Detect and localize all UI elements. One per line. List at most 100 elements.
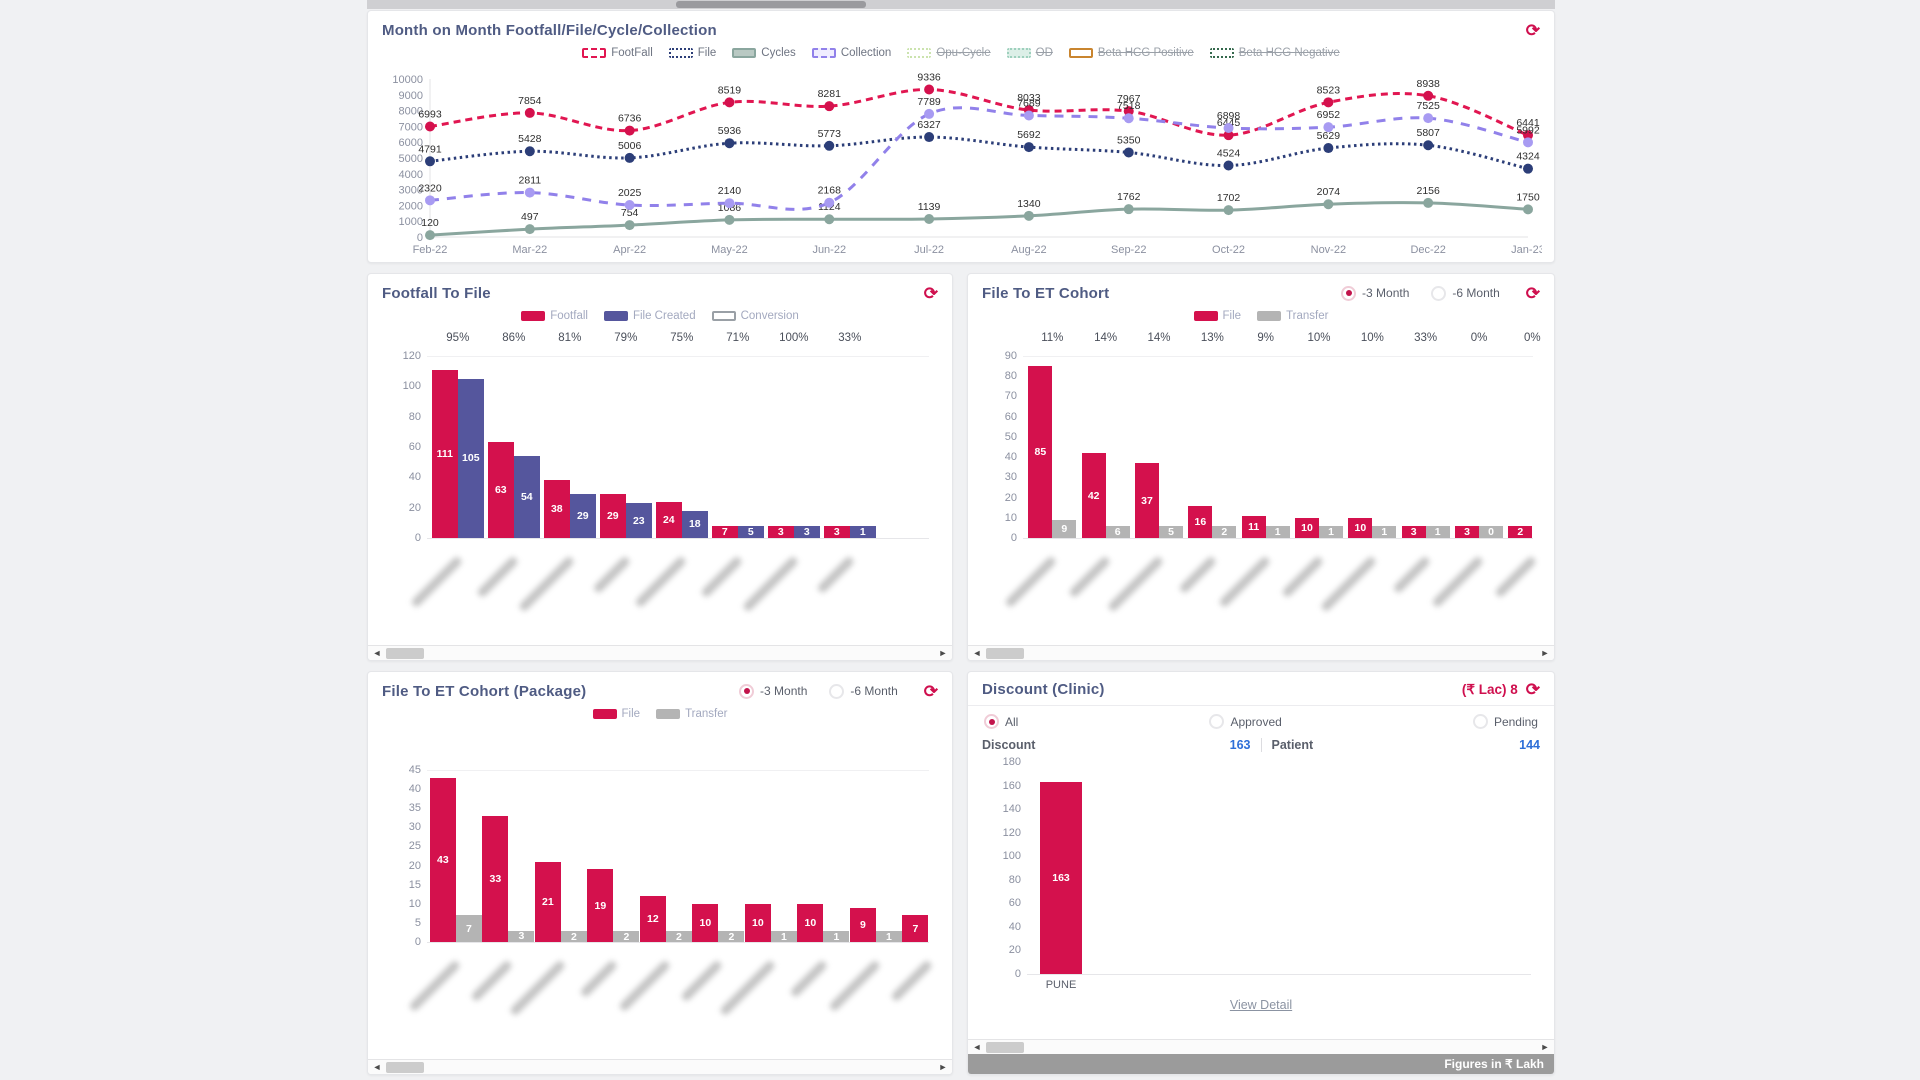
legend-item-footfall[interactable]: FootFall — [582, 47, 653, 59]
data-point-collection — [1323, 122, 1334, 133]
scrollbar-thumb[interactable] — [386, 1061, 424, 1073]
legend-swatch — [603, 311, 628, 321]
bar-value-label: 42 — [1087, 489, 1100, 502]
refresh-icon[interactable]: ⟳ — [1525, 680, 1540, 699]
legend-item-file[interactable]: File — [668, 47, 716, 59]
bar-secondary: 1 — [1319, 526, 1343, 538]
radio-option--6-month[interactable]: -6 Month — [829, 683, 898, 699]
scroll-right-icon[interactable]: ► — [1540, 1042, 1550, 1052]
data-point-file — [724, 138, 735, 149]
data-point-value-label: 5692 — [1017, 129, 1041, 141]
radio-unselected-icon[interactable] — [1472, 714, 1488, 729]
radio-option-all[interactable]: All — [984, 714, 1018, 729]
refresh-icon[interactable]: ⟳ — [923, 681, 938, 701]
refresh-icon[interactable]: ⟳ — [1525, 283, 1540, 303]
x-axis-tick-label: Aug-22 — [1011, 244, 1046, 256]
data-point-file — [1523, 163, 1533, 174]
bar-value-label: 9 — [1061, 522, 1068, 535]
radio-unselected-icon[interactable] — [1209, 714, 1225, 729]
radio-label: Approved — [1230, 714, 1282, 729]
chart-horizontal-scrollbar[interactable]: ◄ ► — [368, 645, 952, 660]
data-point-value-label: 1750 — [1516, 191, 1540, 203]
legend-item-conversion: Conversion — [711, 310, 799, 322]
radio-option-approved[interactable]: Approved — [1209, 714, 1282, 729]
bar-value-label: 1 — [780, 931, 787, 942]
radio-unselected-icon[interactable] — [1431, 285, 1447, 301]
scroll-left-icon[interactable]: ◄ — [972, 648, 982, 658]
legend-label: Transfer — [685, 708, 728, 720]
blurred-x-label — [1281, 555, 1325, 599]
chart-horizontal-scrollbar[interactable]: ◄ ► — [368, 1059, 952, 1074]
legend-item-beta-hcg-negative[interactable]: Beta HCG Negative — [1209, 47, 1340, 59]
bar-secondary: 23 — [625, 503, 652, 538]
scroll-left-icon[interactable]: ◄ — [372, 1062, 382, 1072]
bar-primary: 3 — [767, 526, 794, 538]
legend-item-file: File — [592, 708, 640, 720]
y-axis-tick-label: 20 — [408, 501, 421, 514]
bar-value-label: 10 — [752, 916, 764, 929]
legend-swatch — [732, 48, 757, 58]
page-horizontal-scrollbar[interactable] — [367, 0, 1555, 9]
bar-secondary: 2 — [560, 931, 587, 942]
data-point-value-label: 8519 — [718, 84, 742, 96]
legend-item-beta-hcg-positive[interactable]: Beta HCG Positive — [1068, 47, 1194, 59]
bar-chart-legend: File Transfer — [368, 704, 952, 724]
scroll-right-icon[interactable]: ► — [1540, 648, 1550, 658]
radio-selected-icon[interactable] — [1341, 285, 1357, 301]
legend-label: Cycles — [761, 47, 796, 59]
legend-label: Conversion — [740, 310, 799, 322]
refresh-icon[interactable]: ⟳ — [923, 283, 938, 303]
bar-primary: 10 — [1348, 517, 1373, 538]
bar-primary: 11 — [1241, 515, 1266, 538]
radio-selected-icon[interactable] — [984, 714, 999, 729]
blurred-x-label — [890, 959, 934, 1003]
radio-option-pending[interactable]: Pending — [1472, 714, 1538, 729]
bar-primary: 24 — [655, 501, 682, 538]
y-axis-tick-label: 45 — [408, 764, 421, 776]
scroll-right-icon[interactable]: ► — [938, 648, 948, 658]
radio-label: Pending — [1493, 714, 1538, 729]
bar-value-label: 54 — [520, 491, 533, 504]
data-point-value-label: 2140 — [718, 185, 742, 197]
radio-selected-icon[interactable] — [739, 683, 755, 699]
data-point-collection — [1123, 113, 1134, 124]
radio-option--3-month[interactable]: -3 Month — [739, 683, 807, 699]
legend-item-od[interactable]: OD — [1006, 47, 1053, 59]
blurred-x-label — [579, 959, 619, 999]
blurred-x-label — [618, 959, 672, 1013]
scrollbar-thumb[interactable] — [986, 1041, 1024, 1053]
data-point-value-label: 1139 — [918, 201, 941, 213]
bar-secondary: 0 — [1479, 526, 1503, 538]
bar-value-label: 3 — [833, 526, 840, 538]
data-point-value-label: 2025 — [618, 187, 642, 199]
legend-item-cycles[interactable]: Cycles — [732, 47, 796, 59]
conversion-percent-label: 14% — [1094, 332, 1118, 344]
chart-horizontal-scrollbar[interactable]: ◄ ► — [968, 645, 1554, 660]
scroll-left-icon[interactable]: ◄ — [972, 1042, 982, 1052]
bar-value-label: 10 — [804, 916, 817, 929]
line-chart-legend: FootFall File Cycles Collection Opu-Cycle OD B… — [368, 43, 1554, 63]
data-point-cycles — [1223, 205, 1234, 216]
conversion-percent-label: 9% — [1257, 332, 1274, 344]
legend-item-collection[interactable]: Collection — [811, 47, 891, 59]
scrollbar-thumb[interactable] — [986, 647, 1024, 659]
data-point-value-label: 5629 — [1317, 130, 1341, 142]
bar-value-label: 10 — [1354, 521, 1367, 534]
bar-primary: 9 — [849, 907, 876, 942]
scrollbar-thumb[interactable] — [386, 647, 424, 659]
radio-unselected-icon[interactable] — [829, 683, 845, 699]
radio-option--3-month[interactable]: -3 Month — [1341, 285, 1409, 301]
scroll-right-icon[interactable]: ► — [938, 1062, 948, 1072]
legend-item-opu-cycle[interactable]: Opu-Cycle — [907, 47, 991, 59]
bar-primary: 43 — [429, 777, 456, 942]
scroll-left-icon[interactable]: ◄ — [372, 648, 382, 658]
page-scrollbar-thumb[interactable] — [675, 1, 866, 8]
refresh-icon[interactable]: ⟳ — [1525, 20, 1540, 40]
view-detail-link[interactable]: View Detail — [1229, 998, 1293, 1012]
legend-swatch — [582, 48, 607, 58]
radio-option--6-month[interactable]: -6 Month — [1431, 285, 1500, 301]
bar-value-label: 111 — [436, 447, 453, 460]
conversion-percent-label: 71% — [726, 332, 750, 344]
y-axis-tick-label: 15 — [408, 878, 421, 891]
chart-horizontal-scrollbar[interactable]: ◄ ► — [968, 1039, 1554, 1054]
